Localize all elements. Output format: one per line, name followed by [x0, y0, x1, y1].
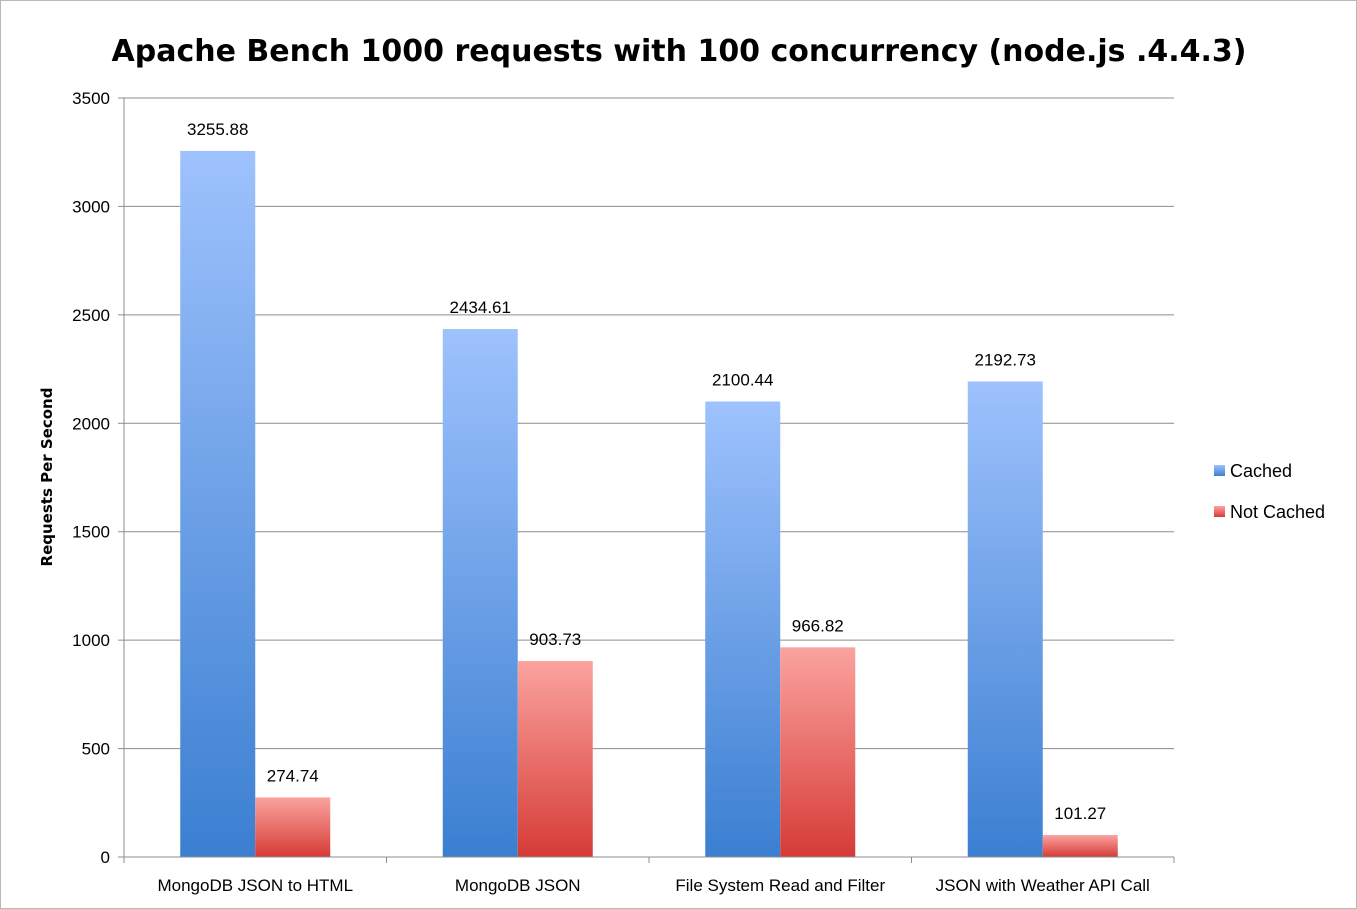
- y-tick-label: 500: [82, 740, 110, 759]
- data-label: 101.27: [1054, 804, 1106, 823]
- bar-cached: [967, 381, 1043, 857]
- y-tick-label: 3500: [72, 89, 110, 108]
- y-tick-label: 1500: [72, 523, 110, 542]
- bar-not-cached: [517, 661, 593, 857]
- y-axis-label: Requests Per Second: [38, 388, 56, 567]
- data-label: 3255.88: [187, 120, 248, 139]
- legend: Cached Not Cached: [1214, 461, 1325, 522]
- x-category-label: MongoDB JSON: [455, 876, 581, 895]
- bar-not-cached: [780, 647, 856, 857]
- y-axis-ticks: 0 500 1000 1500 2000 2500 3000 3500: [72, 89, 125, 867]
- legend-swatch-not-cached: [1214, 506, 1225, 517]
- data-label: 274.74: [267, 766, 319, 785]
- data-label: 903.73: [529, 630, 581, 649]
- bars: 3255.88 274.74 2434.61 903.73 2100.44 966.82 2…: [180, 120, 1118, 858]
- data-label: 2434.61: [450, 298, 511, 317]
- y-tick-label: 2500: [72, 306, 110, 325]
- bar-not-cached: [255, 797, 331, 857]
- bar-cached: [442, 329, 518, 857]
- gridlines: [124, 97, 1174, 750]
- legend-label: Cached: [1230, 461, 1292, 481]
- y-tick-label: 1000: [72, 631, 110, 650]
- y-tick-label: 0: [101, 848, 110, 867]
- y-tick-label: 2000: [72, 414, 110, 433]
- chart-title: Apache Bench 1000 requests with 100 conc…: [112, 34, 1247, 69]
- bar-not-cached: [1042, 835, 1118, 857]
- data-label: 2100.44: [712, 371, 773, 390]
- legend-swatch-cached: [1214, 465, 1225, 476]
- y-tick-label: 3000: [72, 197, 110, 216]
- bar-cached: [180, 150, 256, 858]
- data-label: 966.82: [792, 616, 844, 635]
- bar-cached: [705, 401, 781, 857]
- legend-label: Not Cached: [1230, 502, 1325, 522]
- x-category-label: MongoDB JSON to HTML: [157, 876, 353, 895]
- x-axis: MongoDB JSON to HTML MongoDB JSON File Sys…: [123, 856, 1175, 895]
- data-label: 2192.73: [975, 350, 1036, 369]
- x-category-label: File System Read and Filter: [675, 876, 885, 895]
- x-category-label: JSON with Weather API Call: [936, 876, 1150, 895]
